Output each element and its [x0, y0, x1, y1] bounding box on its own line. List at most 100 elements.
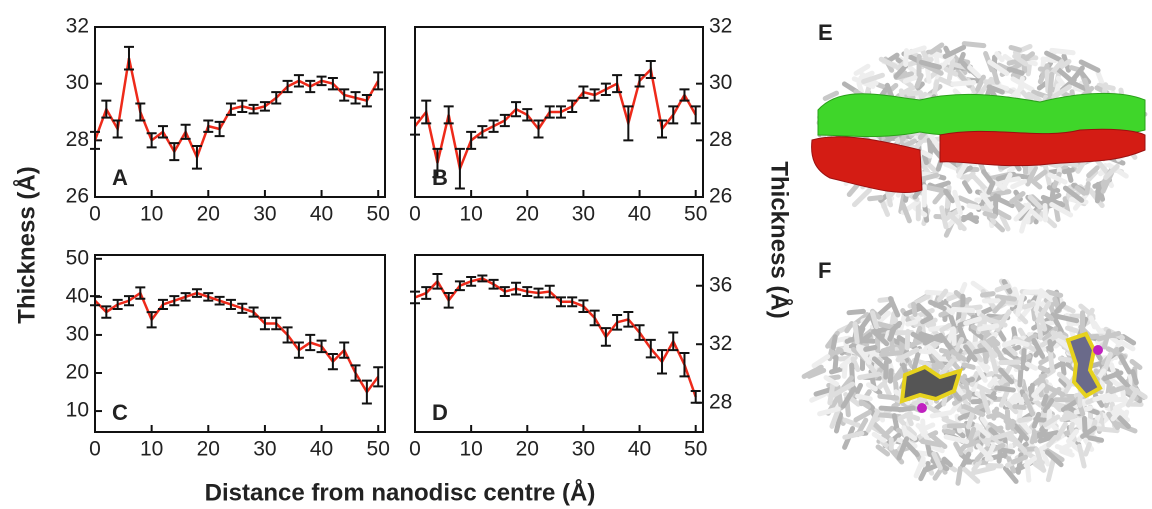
lipid-rod: [1034, 446, 1046, 473]
lipid-rod: [1129, 359, 1143, 371]
lipid-rod: [1053, 205, 1061, 222]
lipid-rod: [990, 442, 1006, 453]
molecular-images: [801, 41, 1148, 486]
lipid-rod: [879, 350, 904, 358]
lipid-rod: [846, 308, 866, 316]
error-bar: [679, 352, 690, 378]
lipid-rod: [1055, 75, 1068, 89]
y-tick-label: 28: [709, 128, 732, 151]
lipid-rod: [874, 310, 891, 326]
lipid-rod: [1042, 326, 1059, 342]
lipid-rod: [938, 76, 955, 88]
lipid-rod: [1019, 89, 1034, 103]
lipid-rod: [986, 84, 1005, 95]
lipid-rod: [943, 434, 970, 445]
lipid-rod: [939, 323, 952, 333]
lipid-rod: [1000, 447, 1016, 455]
lipid-rod: [915, 422, 929, 436]
lipid-rod: [831, 381, 856, 398]
error-bar: [169, 142, 180, 162]
lipid-rod: [833, 412, 844, 434]
lipid-rod: [994, 385, 1016, 393]
lipid-rod: [1008, 44, 1023, 53]
y-tick-label: 32: [709, 332, 732, 355]
lipid-rod: [1052, 313, 1080, 324]
lipid-rod: [877, 393, 900, 401]
lipid-rod: [998, 367, 1015, 385]
lipid-rod: [1021, 301, 1036, 310]
lipid-rod: [851, 187, 872, 208]
lipid-rod: [1055, 66, 1073, 82]
lipid-rod: [827, 380, 836, 406]
lipid-rod: [1031, 383, 1046, 399]
lipid-rod: [1028, 382, 1035, 402]
lipid-rod: [1031, 411, 1042, 429]
lipid-rod: [979, 192, 994, 210]
lipid-rod: [946, 292, 961, 302]
lipid-rod: [1012, 53, 1029, 67]
lipid-rod: [1026, 91, 1042, 103]
lipid-rod: [918, 460, 931, 482]
lipid-rod: [1088, 315, 1097, 330]
lipid-rod: [1036, 321, 1044, 341]
error-bar: [282, 326, 293, 344]
lipid-rod: [893, 65, 907, 79]
lipid-rod: [1023, 455, 1038, 468]
error-bar: [271, 316, 282, 331]
lipid-rod: [876, 300, 895, 318]
lipid-rod: [1051, 84, 1072, 100]
y-axis-label: Thickness (Å): [12, 166, 40, 323]
lipid-rod: [927, 131, 943, 152]
lipid-rod: [1042, 414, 1061, 428]
lipid-rod: [1025, 165, 1038, 187]
lipid-rod: [994, 294, 1018, 302]
lipid-rod: [1049, 59, 1065, 76]
error-bar: [600, 82, 611, 96]
error-bar: [339, 341, 350, 359]
lipid-rod: [1010, 178, 1028, 190]
ligand: [899, 364, 963, 404]
error-bar: [623, 105, 634, 142]
lipid-rod: [1015, 293, 1025, 317]
lipid-rod: [1012, 404, 1027, 410]
lipid-rod: [977, 323, 1000, 332]
lipid-rod: [1017, 416, 1033, 424]
lipid-rod: [929, 410, 953, 419]
error-bar: [203, 292, 214, 302]
panel-label: E: [818, 20, 833, 45]
error-bar: [225, 298, 236, 311]
lipid-rod: [867, 194, 884, 202]
lipid-rod: [1049, 47, 1076, 56]
lipid-rod: [920, 149, 933, 159]
lipid-rod: [1086, 165, 1100, 179]
lipid-rod: [902, 74, 920, 84]
lipid-rod: [1076, 443, 1087, 469]
lipid-rod: [928, 299, 947, 311]
lipid-rod: [889, 320, 903, 333]
lipid-rod: [932, 188, 947, 205]
lipid-rod: [1117, 415, 1131, 429]
lipid-rod: [931, 362, 947, 371]
lipid-rod: [1047, 71, 1055, 97]
lipid-rod: [1046, 185, 1061, 194]
y-tick-label: 30: [66, 71, 89, 94]
lipid-rod: [1057, 356, 1072, 363]
lipid-rod: [865, 409, 881, 433]
x-tick-label: 30: [253, 438, 276, 461]
lipid-rod: [961, 362, 976, 370]
error-bar: [555, 296, 566, 308]
lipid-rod: [881, 380, 892, 397]
lipid-rod: [1031, 337, 1046, 359]
lipid-rod: [1056, 371, 1072, 385]
error-bar: [350, 364, 361, 382]
error-bar: [466, 130, 477, 150]
error-bar: [361, 379, 372, 405]
lipid-rod: [905, 45, 927, 56]
lipid-rod: [920, 315, 934, 325]
lipid-rod: [911, 301, 918, 317]
lipid-rod: [829, 407, 841, 429]
y-tick-label: 30: [709, 71, 732, 94]
ligand-atom: [1093, 345, 1103, 355]
lipid-rod: [931, 451, 943, 471]
lipid-rod: [1050, 400, 1063, 413]
